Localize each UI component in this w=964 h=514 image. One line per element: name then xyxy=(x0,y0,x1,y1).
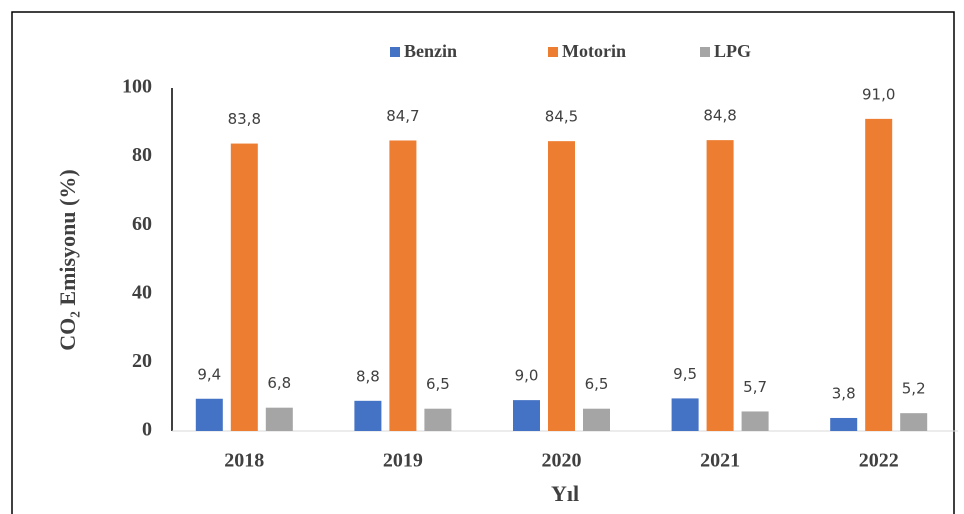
data-label: 84,8 xyxy=(703,107,736,125)
y-tick-label: 60 xyxy=(132,213,152,235)
y-tick-label: 20 xyxy=(132,350,152,372)
bar xyxy=(830,417,858,431)
bar xyxy=(583,408,610,431)
x-tick-label: 2022 xyxy=(859,450,899,472)
bar xyxy=(354,400,382,431)
data-label: 8,8 xyxy=(356,367,380,385)
legend-swatch xyxy=(390,47,400,57)
y-tick-label: 100 xyxy=(122,76,152,98)
x-axis-label: Yıl xyxy=(551,481,579,506)
data-label: 5,2 xyxy=(902,380,926,398)
bar xyxy=(900,413,928,431)
bar xyxy=(265,407,293,431)
legend-swatch xyxy=(548,47,558,57)
data-label: 84,7 xyxy=(386,107,419,125)
frame xyxy=(11,11,955,514)
y-axis-label: CO₂ Emisyonu (%) xyxy=(55,169,80,350)
data-label: 6,5 xyxy=(585,375,609,393)
bar xyxy=(230,143,258,432)
data-label: 9,5 xyxy=(673,365,697,383)
x-tick-label: 2020 xyxy=(542,450,582,472)
bar xyxy=(706,140,734,432)
data-label: 83,8 xyxy=(228,110,261,128)
x-tick-label: 2019 xyxy=(383,450,423,472)
bar xyxy=(741,411,769,431)
bar xyxy=(513,400,540,431)
data-label: 6,5 xyxy=(426,375,450,393)
bar xyxy=(548,141,575,432)
data-label: 6,8 xyxy=(267,374,291,392)
data-label: 91,0 xyxy=(862,85,895,103)
legend-swatch xyxy=(700,47,710,57)
bar xyxy=(389,140,417,431)
x-tick-label: 2021 xyxy=(700,450,740,472)
bar xyxy=(865,118,893,432)
y-tick-label: 40 xyxy=(132,281,152,303)
legend-label: Benzin xyxy=(404,41,457,61)
legend-label: Motorin xyxy=(562,41,626,61)
data-label: 9,0 xyxy=(515,367,539,385)
y-tick-label: 0 xyxy=(142,419,152,441)
data-label: 84,5 xyxy=(545,108,578,126)
data-label: 5,7 xyxy=(743,378,767,396)
data-label: 3,8 xyxy=(832,384,856,402)
x-tick-label: 2018 xyxy=(224,450,264,472)
bar xyxy=(195,398,223,431)
bar xyxy=(671,398,699,431)
data-label: 9,4 xyxy=(197,365,221,383)
legend-label: LPG xyxy=(714,41,751,61)
bar xyxy=(424,408,452,431)
y-tick-label: 80 xyxy=(132,144,152,166)
